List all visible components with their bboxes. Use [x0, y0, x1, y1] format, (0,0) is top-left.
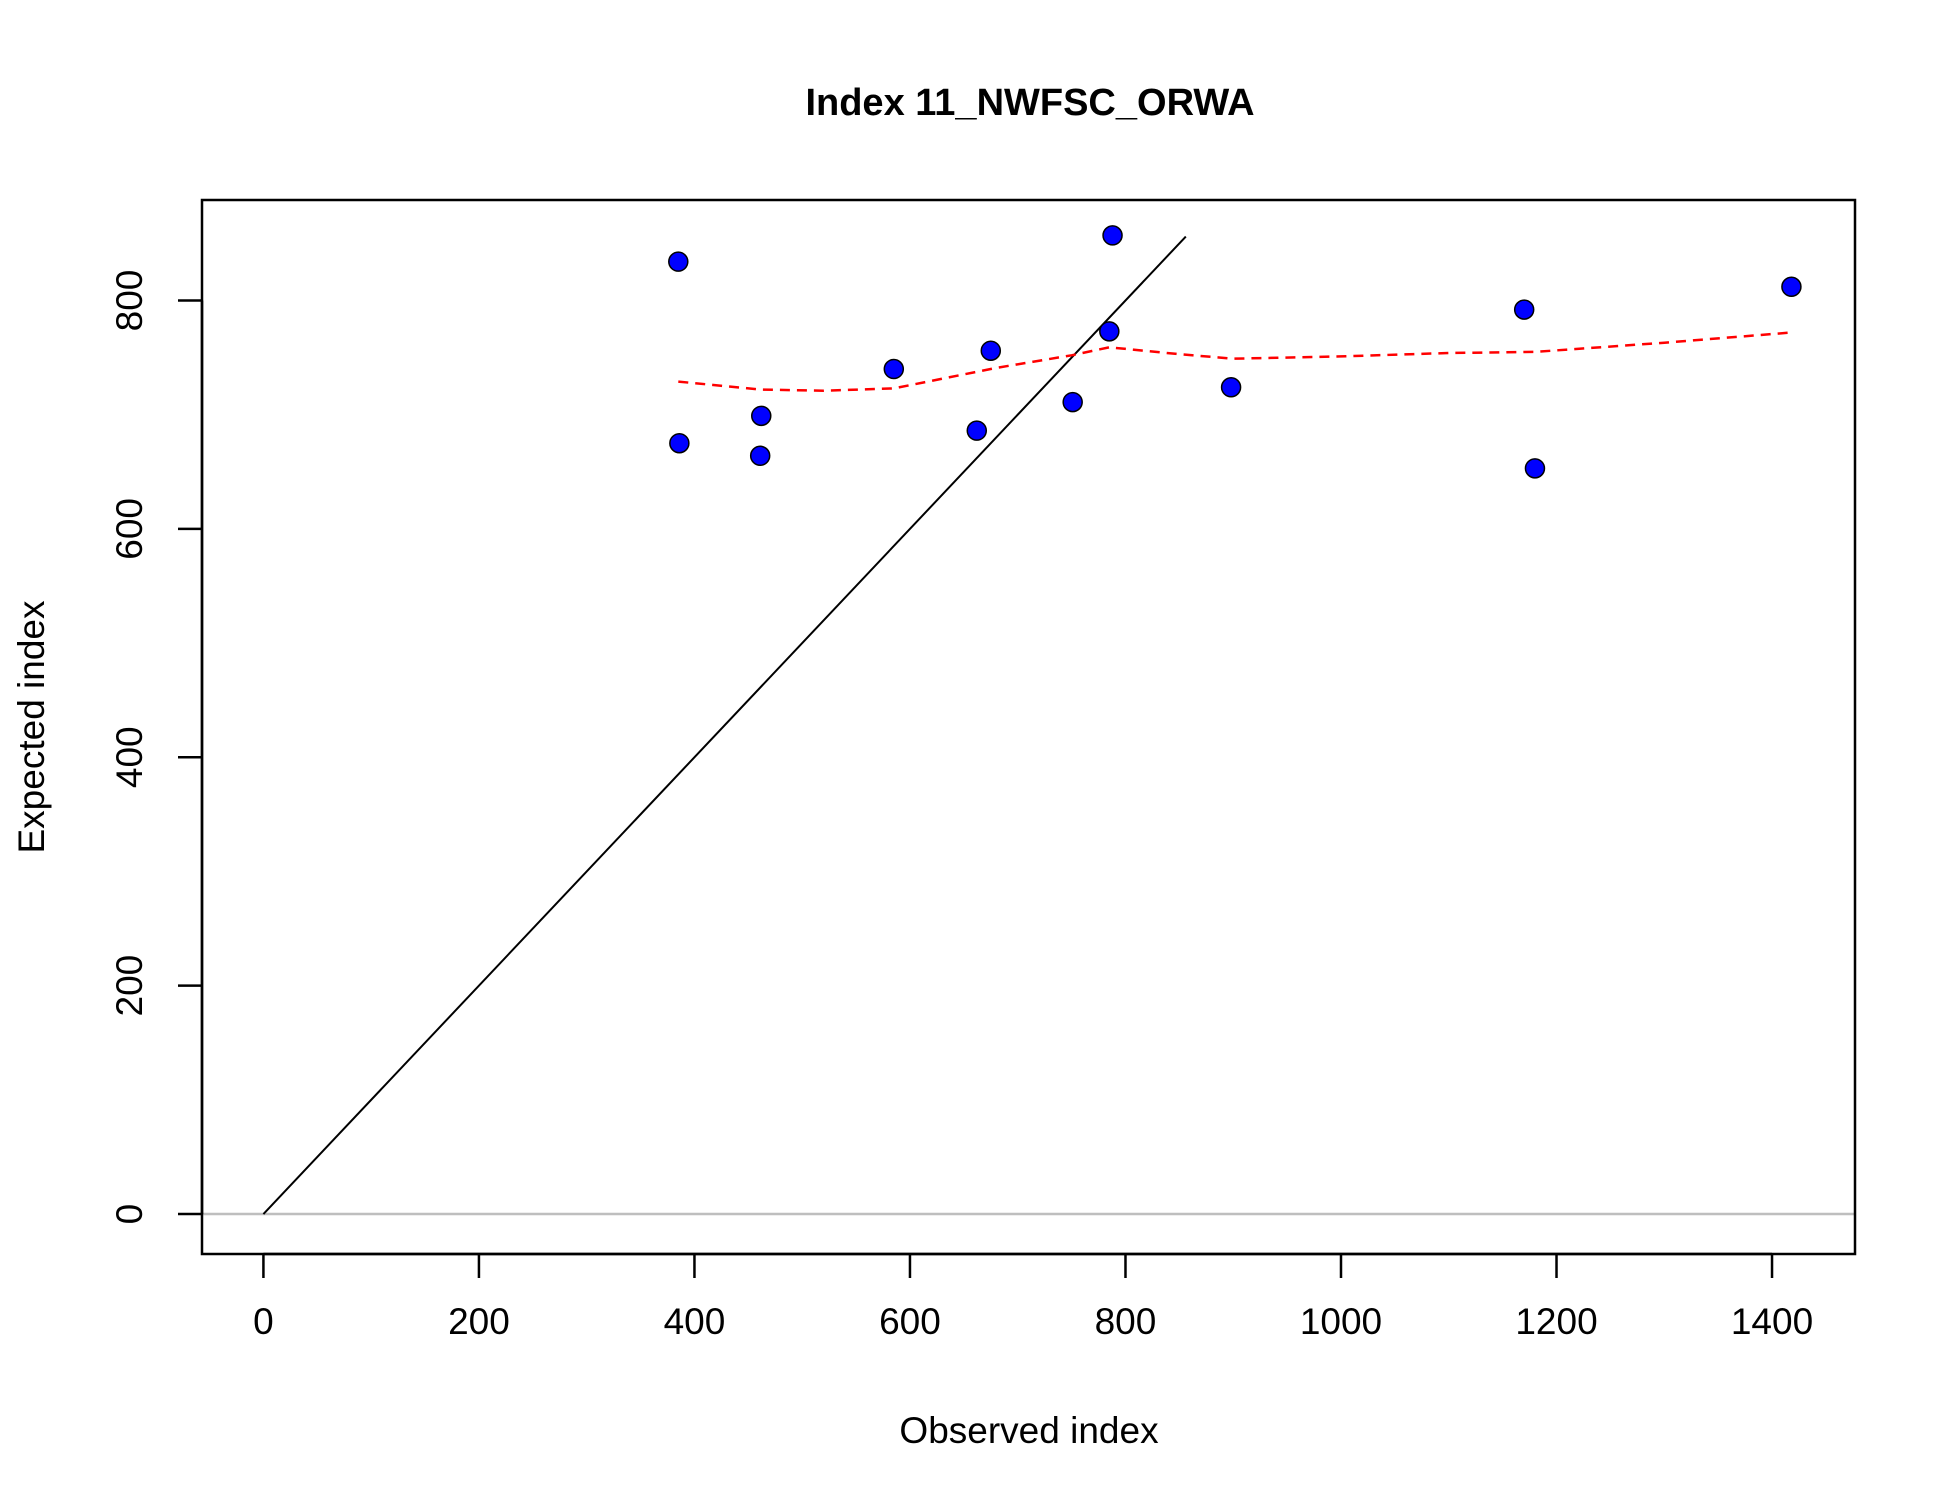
x-tick-label: 1000 — [1300, 1301, 1382, 1342]
data-point-3 — [751, 405, 772, 427]
y-tick-label: 400 — [109, 726, 150, 788]
y-tick-label: 800 — [109, 270, 150, 332]
data-point-8 — [1062, 391, 1083, 413]
data-point-9 — [1099, 321, 1120, 342]
x-axis-label: Observed index — [899, 1410, 1159, 1451]
x-tick-label: 600 — [879, 1301, 941, 1342]
data-point-14 — [1781, 276, 1802, 298]
y-tick-label: 600 — [109, 498, 150, 560]
data-point-1 — [668, 251, 689, 272]
data-point-10 — [1102, 225, 1123, 246]
y-axis: 0 200 400 600 800 — [109, 270, 204, 1225]
data-point-7 — [980, 340, 1002, 361]
data-point-2 — [669, 432, 690, 454]
data-point-4 — [749, 445, 771, 467]
y-tick-label: 0 — [109, 1204, 150, 1225]
x-tick-label: 200 — [448, 1301, 510, 1342]
x-tick-label: 0 — [253, 1301, 274, 1342]
data-point-5 — [883, 358, 905, 380]
smoother-line — [678, 331, 1792, 392]
y-axis-label: Expected index — [11, 600, 52, 854]
data-point-13 — [1524, 458, 1546, 479]
x-tick-label: 400 — [664, 1301, 726, 1342]
x-tick-label: 1200 — [1515, 1301, 1597, 1342]
plot-frame — [200, 198, 1857, 1256]
chart-title: Index 11_NWFSC_ORWA — [805, 82, 1254, 124]
x-axis: 0 200 400 600 800 1000 1200 1400 — [253, 1252, 1813, 1342]
data-point-6 — [966, 420, 988, 441]
data-point-11 — [1220, 377, 1242, 398]
one-to-one-line — [262, 235, 1187, 1215]
data-point-12 — [1513, 299, 1535, 320]
plot-layer — [202, 225, 1855, 1216]
x-tick-label: 1400 — [1731, 1301, 1813, 1342]
y-tick-label: 200 — [109, 955, 150, 1017]
x-tick-label: 800 — [1095, 1301, 1157, 1342]
